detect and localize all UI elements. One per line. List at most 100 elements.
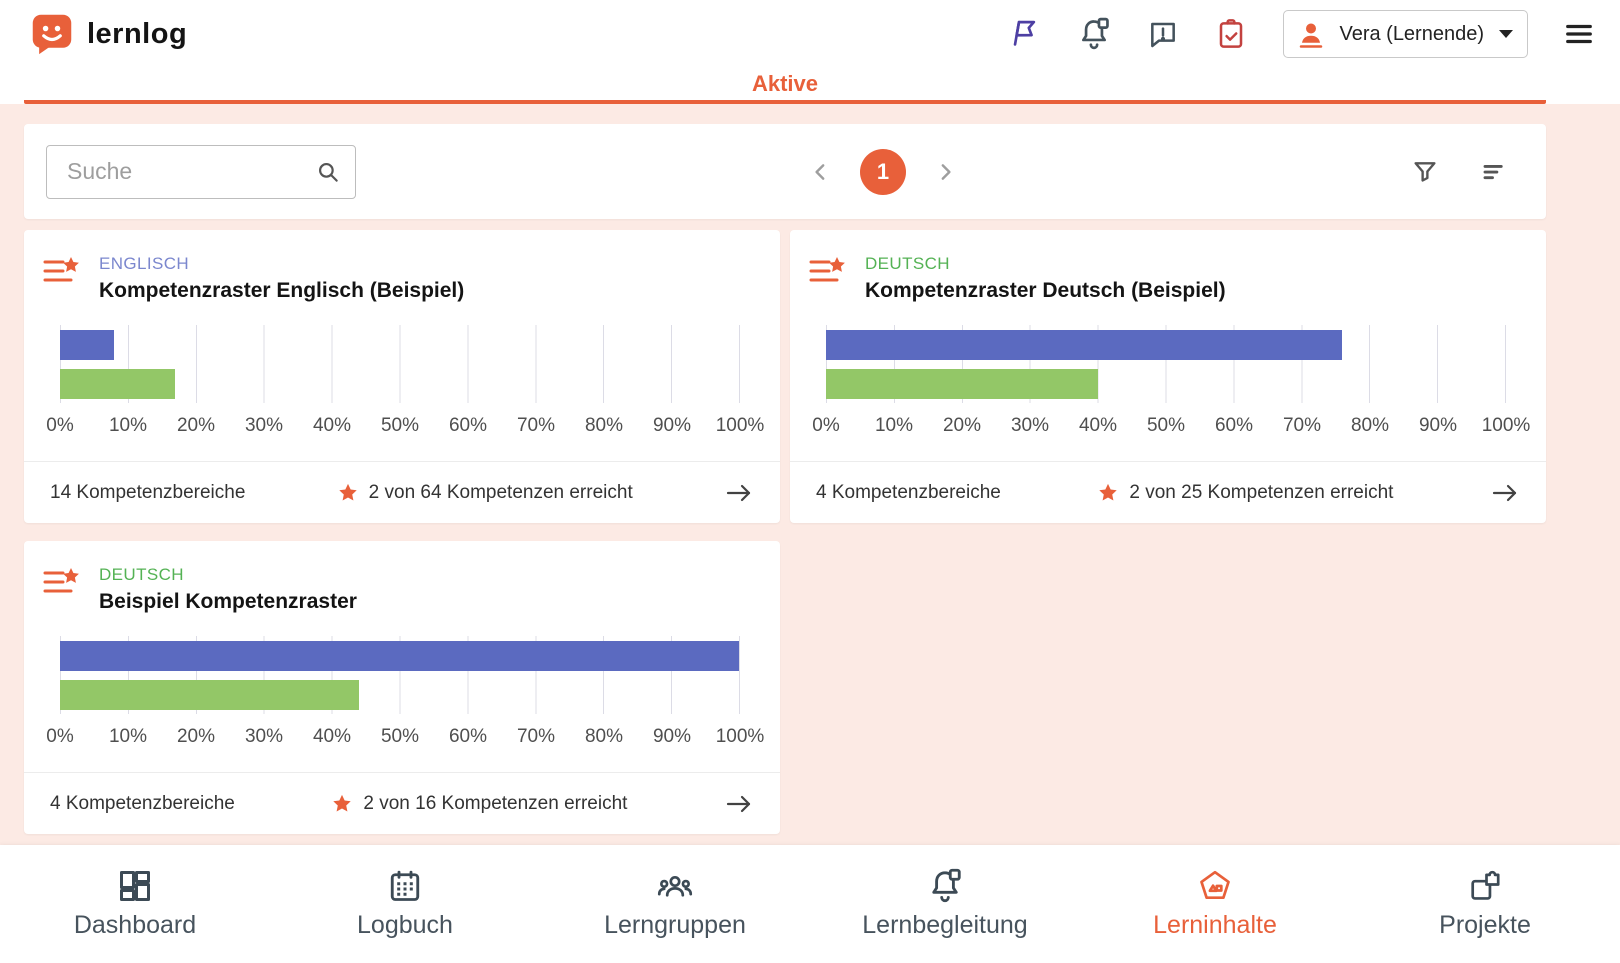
achieved-text: 2 von 16 Kompetenzen erreicht	[363, 792, 628, 814]
card-subject: DEUTSCH	[865, 254, 950, 273]
open-card-arrow[interactable]	[724, 792, 754, 816]
user-label: Vera (Lernende)	[1339, 22, 1484, 45]
menu-icon[interactable]	[1564, 19, 1594, 49]
nav-item-lerngruppen[interactable]: Lerngruppen	[540, 845, 810, 963]
search-toolbar: 1	[24, 124, 1546, 219]
pagination: 1	[356, 148, 1410, 195]
bar-chart: 0% 10% 20% 30% 40% 50% 60% 70% 80% 90% 1…	[24, 325, 780, 443]
chevron-right-icon[interactable]	[934, 161, 956, 183]
card-subject: DEUTSCH	[99, 565, 184, 584]
learning-support-bell-icon[interactable]	[1077, 17, 1111, 51]
search-icon[interactable]	[315, 159, 341, 185]
open-card-arrow[interactable]	[724, 481, 754, 505]
logbook-calendar-icon	[390, 870, 420, 901]
axis-tick: 40%	[312, 726, 352, 747]
feedback-icon[interactable]	[1147, 18, 1179, 50]
axis-tick: 30%	[1010, 415, 1050, 436]
tab-strip: Aktive	[0, 68, 1620, 104]
axis-tick: 80%	[584, 415, 624, 436]
competency-card-deutsch: DEUTSCH Kompetenzraster Deutsch (Beispie…	[790, 230, 1546, 523]
star-icon	[1099, 483, 1118, 501]
projects-puzzle-icon	[1471, 870, 1500, 900]
bar-blue	[826, 329, 1343, 360]
current-page[interactable]: 1	[860, 148, 906, 195]
x-axis: 0% 10% 20% 30% 40% 50% 60% 70% 80% 90% 1…	[46, 413, 764, 443]
filter-icon[interactable]	[1410, 157, 1440, 187]
bottom-navigation: Dashboard Logbuch Lerngruppen	[0, 845, 1620, 963]
bar-chart: 0% 10% 20% 30% 40% 50% 60% 70% 80% 90% 1…	[24, 636, 780, 754]
app-name: lernlog	[87, 17, 188, 50]
header-actions: Vera (Lernende)	[1009, 10, 1594, 58]
bar-blue	[60, 640, 739, 671]
competency-cards: ENGLISCH Kompetenzraster Englisch (Beisp…	[24, 230, 1546, 834]
card-head-text: ENGLISCH Kompetenzraster Englisch (Beisp…	[99, 254, 464, 303]
achieved-text: 2 von 25 Kompetenzen erreicht	[1129, 481, 1394, 503]
axis-tick: 10%	[874, 415, 914, 436]
nav-item-lerninhalte[interactable]: Lerninhalte	[1080, 845, 1350, 963]
card-title: Kompetenzraster Deutsch (Beispiel)	[865, 279, 1226, 302]
axis-tick: 0%	[46, 726, 74, 747]
toolbar-icons	[1410, 157, 1510, 187]
axis-tick: 30%	[244, 726, 284, 747]
axis-tick: 0%	[812, 415, 840, 436]
axis-tick: 50%	[1146, 415, 1186, 436]
user-dropdown[interactable]: Vera (Lernende)	[1283, 10, 1528, 58]
app-logo[interactable]: lernlog	[30, 12, 187, 56]
bar-chart-plot	[60, 325, 740, 403]
x-axis: 0% 10% 20% 30% 40% 50% 60% 70% 80% 90% 1…	[46, 724, 764, 754]
kompetenzraster-icon	[809, 257, 845, 282]
nav-label: Lerngruppen	[604, 911, 746, 939]
nav-item-logbuch[interactable]: Logbuch	[270, 845, 540, 963]
kompetenzraster-icon	[43, 257, 79, 282]
axis-tick: 20%	[176, 415, 216, 436]
bar-green	[60, 679, 359, 710]
nav-item-projekte[interactable]: Projekte	[1350, 845, 1620, 963]
flag-icon[interactable]	[1009, 18, 1041, 50]
axis-tick: 20%	[176, 726, 216, 747]
sort-icon[interactable]	[1480, 157, 1510, 187]
card-head: ENGLISCH Kompetenzraster Englisch (Beisp…	[24, 254, 780, 303]
app-header: lernlog	[0, 0, 1620, 68]
arrow-right-icon	[1492, 484, 1517, 501]
axis-tick: 20%	[942, 415, 982, 436]
card-subject: ENGLISCH	[99, 254, 190, 273]
arrow-right-icon	[726, 484, 751, 501]
chevron-down-icon	[1499, 30, 1513, 38]
axis-tick: 100%	[715, 415, 765, 436]
tasks-check-icon[interactable]	[1215, 18, 1247, 50]
tab-aktive[interactable]: Aktive	[751, 71, 819, 96]
bar-blue	[60, 329, 115, 360]
card-footer: 4 Kompetenzbereiche 2 von 25 Kompetenzen…	[790, 461, 1546, 523]
axis-tick: 80%	[584, 726, 624, 747]
open-card-arrow[interactable]	[1490, 481, 1520, 505]
areas-count: 4 Kompetenzbereiche	[816, 481, 1001, 503]
axis-tick: 90%	[652, 726, 692, 747]
bar-chart: 0% 10% 20% 30% 40% 50% 60% 70% 80% 90% 1…	[790, 325, 1546, 443]
x-axis: 0% 10% 20% 30% 40% 50% 60% 70% 80% 90% 1…	[812, 413, 1530, 443]
axis-tick: 40%	[1078, 415, 1118, 436]
dashboard-icon	[120, 871, 150, 901]
achieved-group: 2 von 25 Kompetenzen erreicht	[1097, 482, 1393, 504]
search-box[interactable]	[46, 144, 356, 199]
nav-label: Logbuch	[357, 911, 453, 939]
areas-count: 4 Kompetenzbereiche	[50, 792, 235, 814]
arrow-right-icon	[726, 795, 751, 812]
axis-tick: 60%	[448, 726, 488, 747]
nav-label: Projekte	[1439, 911, 1531, 939]
axis-tick: 30%	[244, 415, 284, 436]
search-input[interactable]	[65, 157, 307, 186]
nav-item-dashboard[interactable]: Dashboard	[0, 845, 270, 963]
groups-icon	[657, 875, 693, 897]
bar-green	[60, 368, 176, 399]
bar-green	[826, 368, 1098, 399]
card-head: DEUTSCH Beispiel Kompetenzraster	[24, 565, 780, 614]
lernlog-logo-icon	[32, 14, 72, 55]
axis-tick: 10%	[108, 415, 148, 436]
chevron-left-icon[interactable]	[810, 161, 832, 183]
nav-item-lernbegleitung[interactable]: Lernbegleitung	[810, 845, 1080, 963]
axis-tick: 100%	[1481, 415, 1531, 436]
star-icon	[338, 483, 357, 501]
card-footer: 14 Kompetenzbereiche 2 von 64 Kompetenze…	[24, 461, 780, 523]
axis-tick: 80%	[1350, 415, 1390, 436]
axis-tick: 90%	[1418, 415, 1458, 436]
